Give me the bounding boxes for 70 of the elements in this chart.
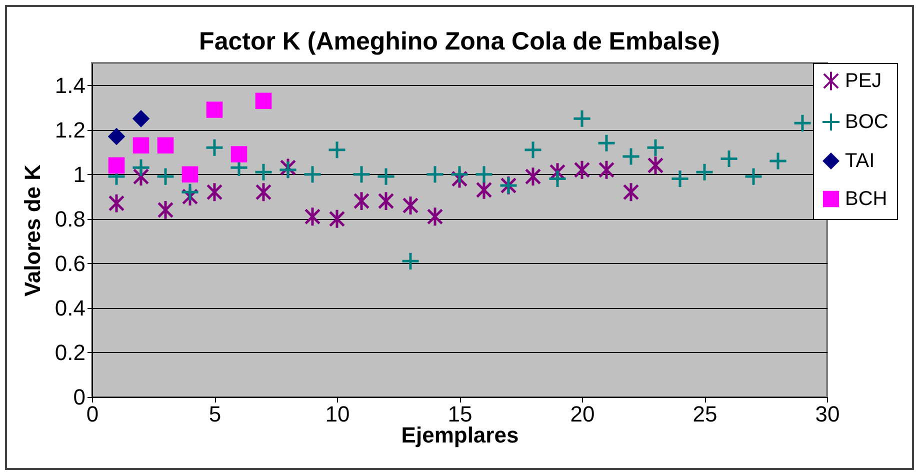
point xyxy=(230,146,248,162)
point xyxy=(425,164,445,184)
point xyxy=(646,138,666,158)
x-tick-label: 10 xyxy=(325,402,350,426)
point xyxy=(596,134,616,153)
point xyxy=(476,180,492,200)
point xyxy=(353,190,370,212)
point xyxy=(574,160,590,180)
y-axis-title: Valores de K xyxy=(20,164,45,297)
point xyxy=(132,137,150,154)
point xyxy=(524,166,542,187)
point xyxy=(622,182,640,202)
y-tick-label: 1.2 xyxy=(54,117,86,142)
y-tick-label: 0.4 xyxy=(54,295,86,320)
legend-label: BOC xyxy=(845,111,888,133)
point xyxy=(204,138,224,158)
point xyxy=(304,206,321,227)
chart-title: Factor K (Ameghino Zona Cola de Embalse) xyxy=(199,28,720,56)
y-tick-label: 0.6 xyxy=(54,250,86,276)
point xyxy=(254,162,274,182)
point xyxy=(108,193,125,214)
point xyxy=(108,128,125,145)
point xyxy=(302,164,322,184)
point xyxy=(255,92,272,109)
point xyxy=(450,164,470,184)
point xyxy=(378,190,394,212)
y-tick-label: 1.4 xyxy=(54,72,86,98)
y-tick-label: 0 xyxy=(73,384,86,410)
point xyxy=(131,158,151,178)
point xyxy=(598,160,615,180)
point xyxy=(328,208,346,230)
point xyxy=(670,169,690,188)
point xyxy=(180,182,200,202)
point xyxy=(157,137,174,154)
point xyxy=(426,206,444,227)
point xyxy=(206,182,223,202)
point xyxy=(255,182,272,202)
point xyxy=(400,252,420,271)
x-tick-label: 20 xyxy=(570,402,595,426)
y-tick-label: 0.8 xyxy=(54,206,86,232)
point xyxy=(474,164,494,184)
point xyxy=(744,167,764,186)
point xyxy=(132,110,150,127)
legend-label: PEJ xyxy=(845,70,882,92)
point xyxy=(647,155,664,176)
point xyxy=(719,149,739,168)
x-tick-label: 30 xyxy=(815,402,840,426)
point xyxy=(694,162,714,182)
point xyxy=(108,157,125,174)
point xyxy=(376,167,396,186)
point xyxy=(523,140,543,160)
point xyxy=(352,164,372,184)
y-tick-label: 0.2 xyxy=(54,340,86,365)
x-tick-label: 5 xyxy=(208,402,222,426)
legend-label: TAI xyxy=(845,150,875,172)
legend-label: BCH xyxy=(845,188,888,210)
x-tick-label: 25 xyxy=(692,402,718,426)
point xyxy=(206,102,223,118)
point xyxy=(768,151,788,170)
point xyxy=(327,140,347,160)
point xyxy=(621,147,641,166)
point xyxy=(548,169,568,188)
point xyxy=(182,166,198,182)
point xyxy=(792,114,812,133)
point xyxy=(278,160,298,180)
y-tick-label: 1 xyxy=(73,162,86,187)
point xyxy=(156,167,176,186)
point xyxy=(157,200,174,220)
point xyxy=(402,195,419,216)
point xyxy=(572,109,592,128)
